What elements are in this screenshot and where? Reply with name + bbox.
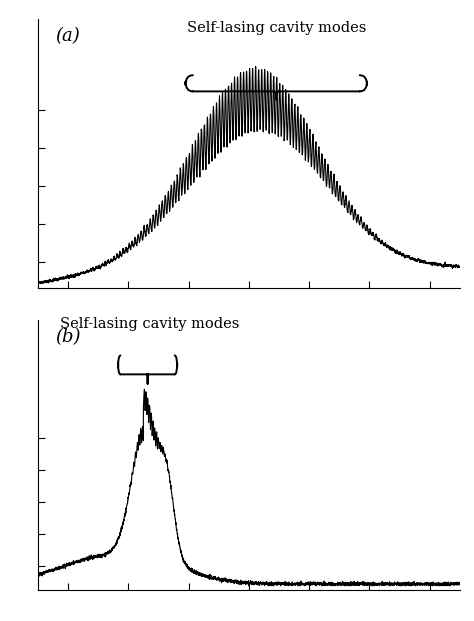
Text: Self-lasing cavity modes: Self-lasing cavity modes bbox=[187, 20, 366, 35]
Text: (a): (a) bbox=[55, 27, 80, 45]
Text: (b): (b) bbox=[55, 329, 80, 347]
Text: Self-lasing cavity modes: Self-lasing cavity modes bbox=[60, 317, 239, 331]
